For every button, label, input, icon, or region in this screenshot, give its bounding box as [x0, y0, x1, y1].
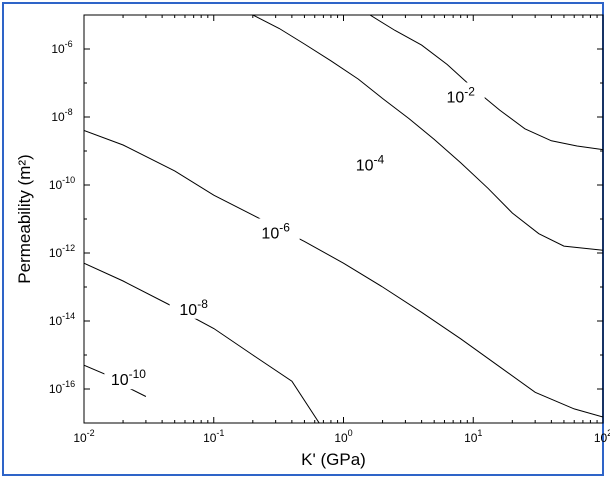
contour-lines: [84, 15, 603, 423]
y-tick-label: 10-10: [49, 175, 75, 192]
x-tick-label: 100: [334, 428, 352, 445]
x-tick-label: 10-1: [203, 428, 224, 445]
x-tick-label: 101: [464, 428, 482, 445]
x-axis-label: K' (GPa): [301, 450, 366, 469]
contour-line-3: [84, 130, 603, 418]
contour-label-2: 10-4: [356, 153, 385, 175]
y-tick-label: 10-8: [51, 107, 72, 124]
contour-label-gap: [251, 218, 300, 243]
x-axis-ticks: 10-2 10-1 100 101 102: [73, 15, 610, 445]
contour-line-1: [369, 15, 603, 151]
contour-label-4: 10-8: [179, 297, 208, 319]
contour-label-3: 10-6: [261, 221, 290, 243]
y-tick-label: 10-12: [49, 243, 75, 260]
contour-label-1: 10-2: [446, 85, 475, 107]
contour-line-4: [84, 262, 320, 423]
contour-label-gap: [104, 365, 153, 390]
contour-labels: 10-2 10-4 10-6 10-8 10-10: [104, 82, 485, 390]
y-tick-label: 10-16: [49, 379, 75, 396]
contour-label-gap: [345, 150, 394, 175]
plot-area: [83, 14, 604, 424]
y-tick-label: 10-6: [51, 39, 72, 56]
y-tick-label: 10-14: [49, 311, 75, 328]
x-tick-label: 102: [594, 428, 610, 445]
y-axis-label: Permeability (m²): [15, 154, 34, 283]
contour-label-gap: [436, 82, 485, 107]
y-axis-ticks: 10-16 10-14 10-12 10-10 10-8 10-6: [49, 14, 603, 424]
contour-line-2: [252, 15, 603, 251]
contour-label-5: 10-10: [111, 367, 146, 389]
x-tick-label: 10-2: [73, 428, 94, 445]
contour-label-gap: [169, 294, 218, 319]
figure-frame: [2, 2, 604, 476]
